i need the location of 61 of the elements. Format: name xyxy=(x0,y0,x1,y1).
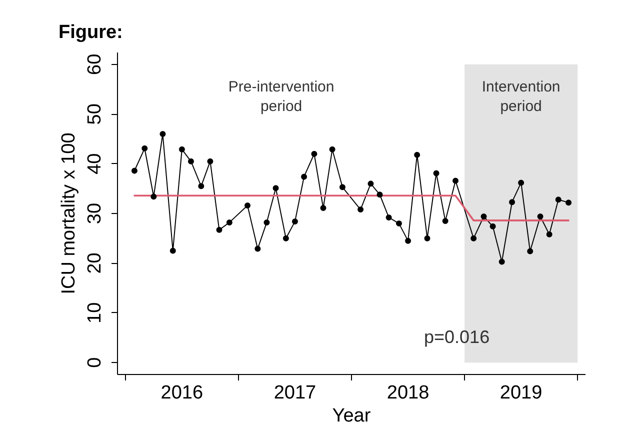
point xyxy=(178,146,185,152)
annotation: Pre-intervention period xyxy=(228,78,334,115)
point xyxy=(368,180,374,187)
point xyxy=(509,199,516,206)
y-tick-label: 40 xyxy=(84,153,106,174)
point xyxy=(170,248,176,254)
point xyxy=(188,158,194,164)
point xyxy=(396,220,402,226)
point xyxy=(131,168,138,174)
point xyxy=(537,213,544,220)
annotation: p=0.016 xyxy=(424,327,490,348)
point xyxy=(555,196,562,203)
point xyxy=(527,248,534,254)
point xyxy=(244,202,250,209)
point xyxy=(566,200,572,206)
point xyxy=(546,231,552,238)
point xyxy=(150,194,157,200)
point xyxy=(254,246,261,252)
point xyxy=(272,185,279,192)
band-label: Intervention period xyxy=(482,78,560,115)
point xyxy=(414,152,420,158)
point xyxy=(339,184,346,190)
point xyxy=(198,183,204,190)
point xyxy=(424,235,430,242)
y-tick-label: 50 xyxy=(84,104,106,125)
point xyxy=(490,223,496,230)
point xyxy=(207,158,214,164)
x-tick-label: 2018 xyxy=(386,382,430,404)
x-axis-title: Year xyxy=(332,406,372,426)
y-axis-title: ICU mortality x 100 xyxy=(58,132,80,294)
point xyxy=(216,226,222,233)
point xyxy=(292,218,298,224)
point xyxy=(452,178,458,184)
point xyxy=(301,174,308,180)
point xyxy=(480,213,487,220)
point xyxy=(405,238,412,244)
x-tick-label: 2019 xyxy=(500,382,542,404)
point xyxy=(226,219,232,226)
point xyxy=(498,258,505,265)
y-tick-label: 0 xyxy=(84,357,106,368)
chart-title: Figure: xyxy=(58,22,123,43)
point xyxy=(329,146,336,152)
y-tick-label: 30 xyxy=(84,202,106,224)
y-tick-label: 20 xyxy=(84,252,106,274)
point xyxy=(442,218,448,224)
point xyxy=(142,145,148,152)
point xyxy=(518,180,524,186)
x-tick-label: 2017 xyxy=(274,382,316,404)
point xyxy=(160,131,166,137)
y-tick-label: 60 xyxy=(84,54,106,75)
x-tick-label: 2016 xyxy=(160,382,204,404)
point xyxy=(470,235,477,242)
point xyxy=(358,206,364,213)
point xyxy=(376,192,383,198)
point xyxy=(386,214,392,220)
point xyxy=(311,150,318,157)
point xyxy=(433,170,440,176)
point xyxy=(264,219,270,226)
y-tick-label: 10 xyxy=(84,302,106,324)
point xyxy=(282,235,289,242)
point xyxy=(320,205,326,212)
